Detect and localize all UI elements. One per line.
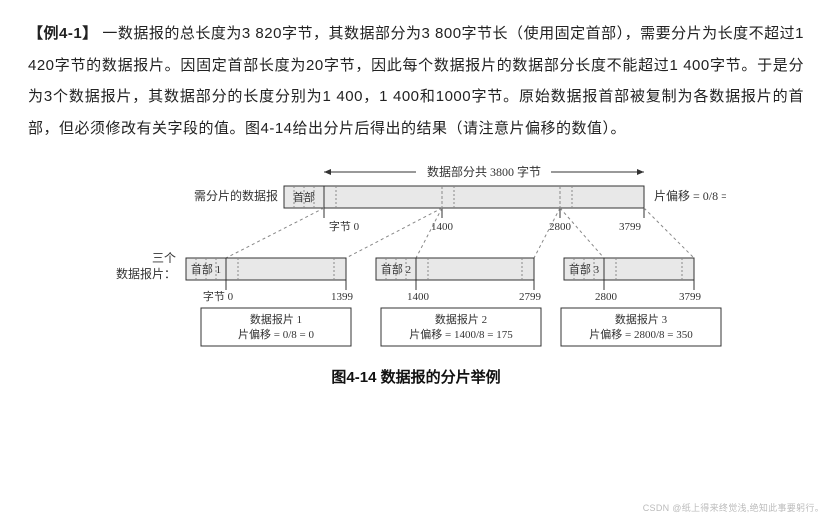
box1: 数据报片 1 片偏移 = 0/8 = 0 [201,308,351,346]
fragment-3: 首部 3 [564,258,694,280]
orig-header: 首部 [293,190,315,204]
diagram-container: 数据部分共 3800 字节 需分片的数据报 首部 片偏移 = 0/8 = 0 字… [28,158,804,358]
top-span-arrow: 数据部分共 3800 字节 [324,162,644,180]
fragment-2: 首部 2 [376,258,534,280]
figure-caption: 图4-14 数据报的分片举例 [28,366,804,387]
example-label: 【例4-1】 [28,25,98,42]
watermark: CSDN @纸上得来终觉浅,绝知此事要躬行。 [643,501,824,514]
b3799-2: 3799 [679,291,702,303]
box3: 数据报片 3 片偏移 = 2800/8 = 350 [561,308,721,346]
top-label: 数据部分共 3800 字节 [427,164,541,179]
orig-offset: 片偏移 = 0/8 = 0 [654,188,726,203]
frag-label-2: 数据报片： [116,266,176,281]
h1: 首部 1 [191,262,221,276]
b1400: 1400 [407,291,430,303]
paragraph-text: 一数据报的总长度为3 820字节，其数据部分为3 800字节长（使用固定首部），… [28,25,804,137]
m2800: 2800 [549,221,572,233]
box2-l2: 片偏移 = 1400/8 = 175 [409,327,513,341]
frag-label-1: 三个 [152,251,176,265]
example-paragraph: 【例4-1】 一数据报的总长度为3 820字节，其数据部分为3 800字节长（使… [28,18,804,144]
b1399: 1399 [331,291,354,303]
b2800: 2800 [595,291,618,303]
b2799: 2799 [519,291,542,303]
box3-l1: 数据报片 3 [615,312,668,326]
box2: 数据报片 2 片偏移 = 1400/8 = 175 [381,308,541,346]
fragmentation-diagram: 数据部分共 3800 字节 需分片的数据报 首部 片偏移 = 0/8 = 0 字… [106,158,726,358]
orig-left-label: 需分片的数据报 [194,188,278,203]
fragment-1: 首部 1 [186,258,346,280]
box1-l1: 数据报片 1 [250,312,302,326]
m1400: 1400 [431,221,454,233]
h2: 首部 2 [381,262,411,276]
b0: 字节 0 [203,289,234,303]
byte0-label: 字节 0 [329,219,360,233]
h3: 首部 3 [569,262,600,276]
orig-datagram: 首部 [284,186,644,208]
box3-l2: 片偏移 = 2800/8 = 350 [589,327,693,341]
box1-l2: 片偏移 = 0/8 = 0 [238,327,314,341]
box2-l1: 数据报片 2 [435,312,487,326]
m3799: 3799 [619,221,642,233]
